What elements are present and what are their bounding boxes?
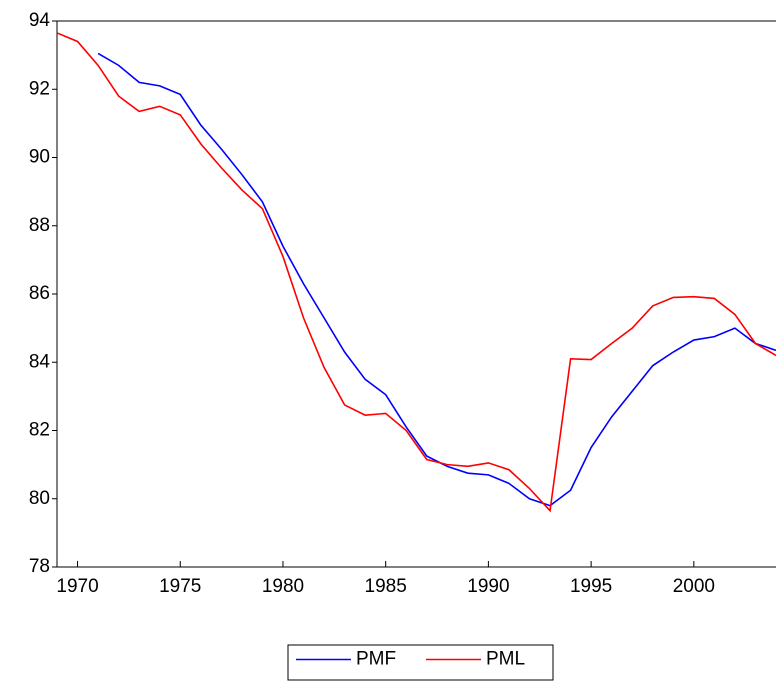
x-tick-label: 1985 [365, 576, 407, 597]
y-tick-label: 90 [29, 147, 50, 168]
x-tick-label: 1995 [570, 576, 612, 597]
y-tick-label: 80 [29, 488, 50, 509]
y-tick-label: 84 [29, 351, 51, 372]
x-tick-label: 2000 [673, 576, 715, 597]
x-tick-label: 1970 [56, 576, 98, 597]
y-tick-label: 82 [29, 420, 50, 441]
series-line [97, 52, 776, 507]
legend-label: PMF [356, 649, 396, 670]
y-tick-label: 78 [29, 556, 50, 577]
series-line [56, 32, 776, 513]
x-tick-label: 1980 [262, 576, 304, 597]
legend-box [287, 644, 554, 681]
y-tick-label: 88 [29, 215, 50, 236]
y-tick-label: 86 [29, 283, 50, 304]
x-tick-label: 1990 [467, 576, 509, 597]
y-tick-label: 92 [29, 78, 50, 99]
y-tick-label: 94 [29, 10, 51, 31]
legend-label: PML [486, 649, 525, 670]
x-tick-label: 1975 [159, 576, 201, 597]
